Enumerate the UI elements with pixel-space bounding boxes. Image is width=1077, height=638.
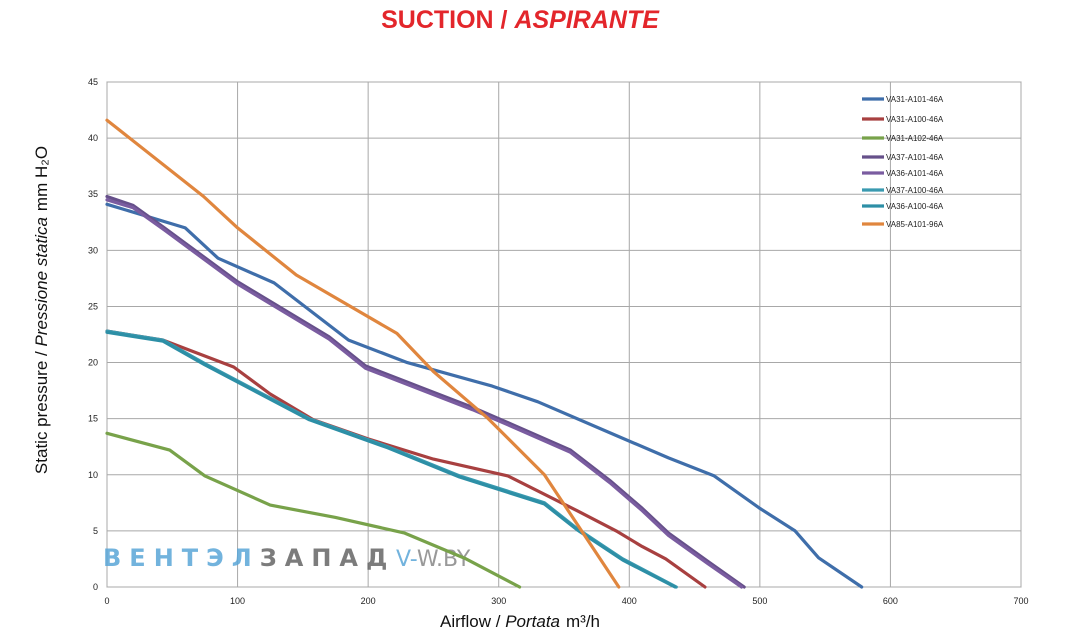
legend-label: VA31-A101-46A [886,95,944,104]
y-tick-label: 30 [88,245,98,255]
x-tick-label: 0 [104,596,109,606]
x-tick-label: 200 [361,596,376,606]
grid [106,81,1022,588]
series-line [105,202,864,589]
chart-title: SUCTION / ASPIRANTE [381,6,660,34]
x-tick-label: 700 [1013,596,1028,606]
series-line [105,118,621,589]
watermark-url: V-W.BY [396,547,471,572]
series-line [105,330,677,589]
y-tick-labels: 0 5 10 15 20 25 30 35 40 45 [88,77,98,592]
series-line [105,329,707,589]
x-tick-label: 400 [622,596,637,606]
x-tick-label: 100 [230,596,245,606]
y-tick-label: 20 [88,358,98,368]
legend-label: VA37-A100-46A [886,186,944,195]
y-tick-label: 10 [88,470,98,480]
legend-label: VA36-A100-46A [886,202,944,211]
y-tick-label: 35 [88,189,98,199]
y-tick-label: 0 [93,582,98,592]
y-tick-label: 40 [88,133,98,143]
legend-label: VA31-A100-46A [886,115,944,124]
x-axis-label: Airflow / Portata m³/h [440,612,600,631]
legend-label: VA37-A101-46A [886,153,944,162]
watermark: ВЕНТЭЛЗАПАД V-W.BY [103,544,471,572]
y-tick-label: 5 [93,526,98,536]
series-lines [105,118,864,589]
y-tick-label: 45 [88,77,98,87]
series-line [105,194,746,589]
y-tick-label: 15 [88,414,98,424]
x-tick-label: 600 [883,596,898,606]
legend-label: VA31-A102-46A [886,134,944,143]
x-tick-label: 300 [491,596,506,606]
legend-label: VA36-A101-46A [886,169,944,178]
y-tick-label: 25 [88,301,98,311]
watermark-brand: ВЕНТЭЛЗАПАД [103,544,395,572]
x-tick-label: 500 [752,596,767,606]
legend: VA31-A101-46A VA31-A100-46A VA31-A102-46A V… [862,95,944,229]
series-line [105,431,522,589]
y-axis-label: Static pressure / Pressione staticamm H₂… [32,146,51,474]
series-line [105,198,744,589]
legend-label: VA85-A101-96A [886,220,944,229]
x-tick-labels: 0 100 200 300 400 500 600 700 [104,596,1028,606]
